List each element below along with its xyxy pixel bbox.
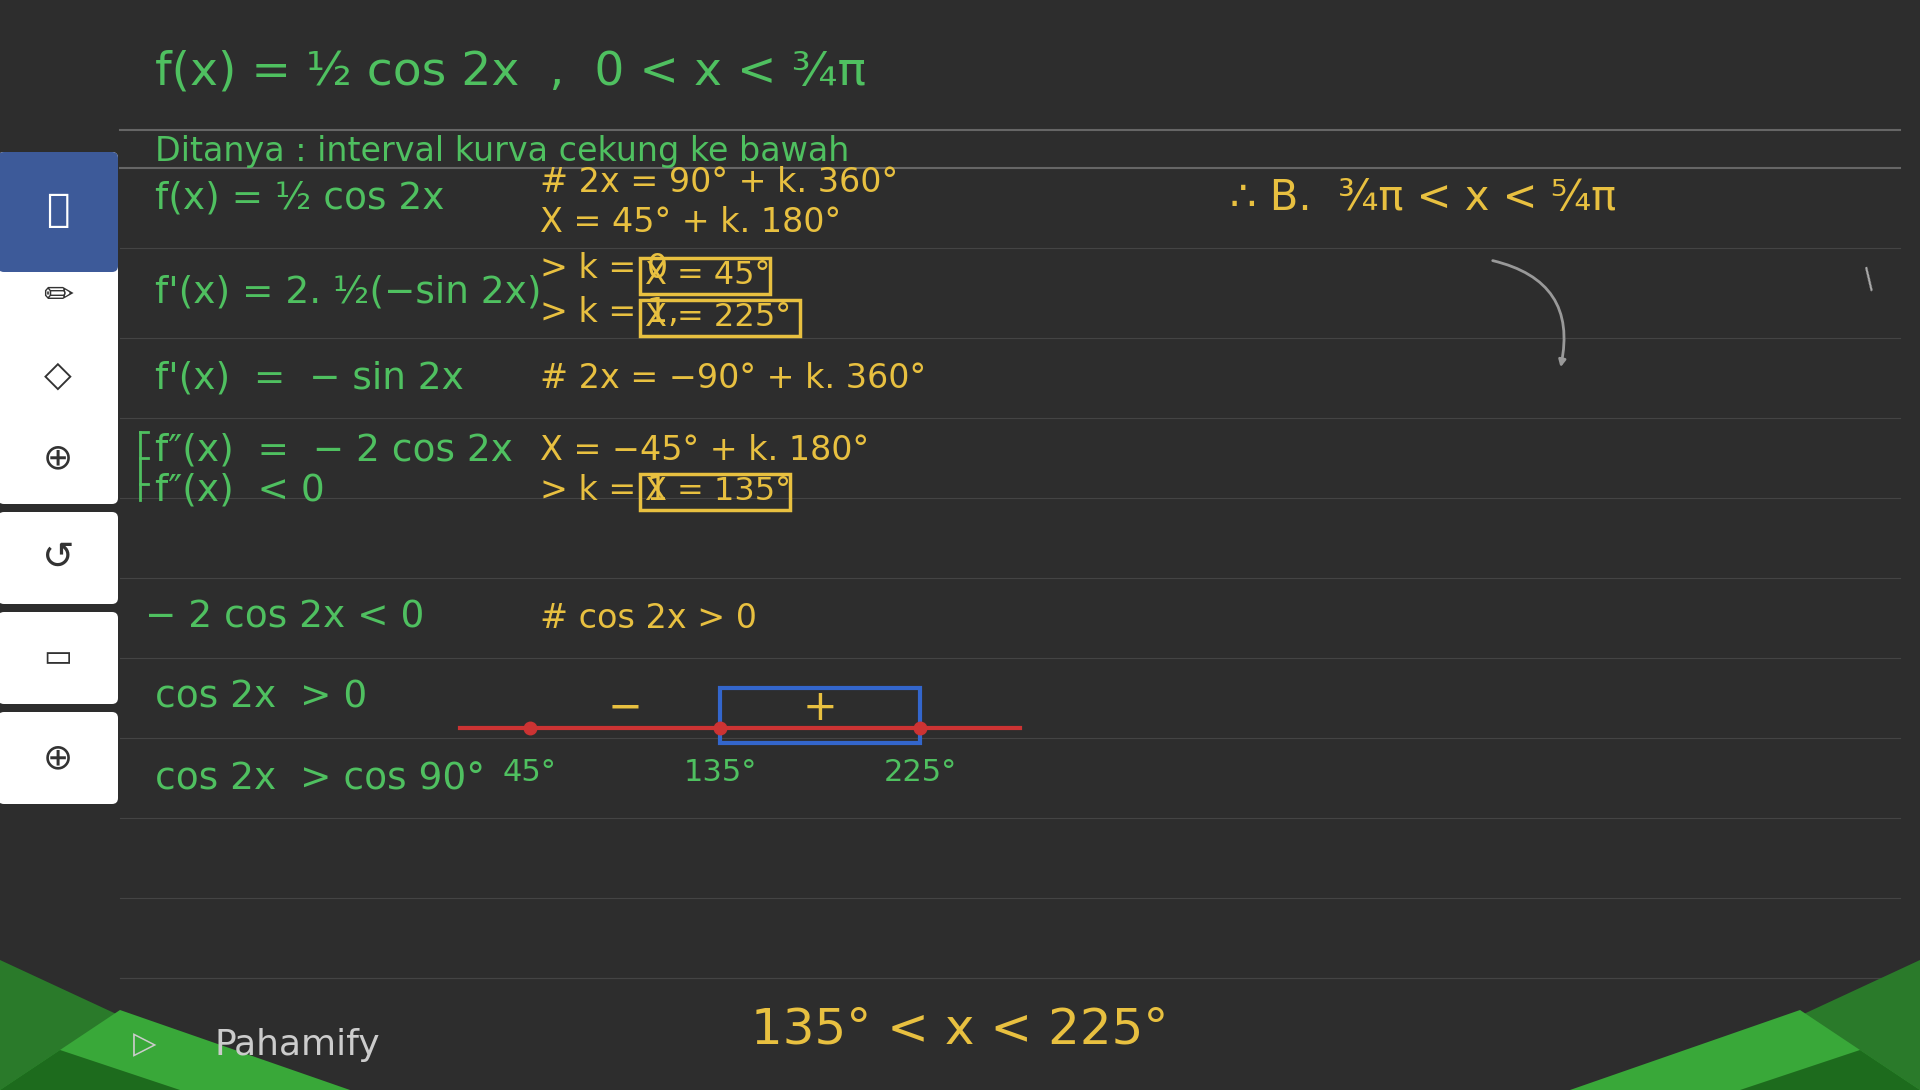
Text: # 2x = −90° + k. 360°: # 2x = −90° + k. 360°	[540, 362, 925, 395]
Bar	[639, 258, 770, 294]
Text: +: +	[803, 687, 837, 729]
Text: > k = 1,: > k = 1,	[540, 296, 680, 329]
Text: f(x) = ½ cos 2x: f(x) = ½ cos 2x	[156, 180, 445, 216]
Text: −: −	[607, 687, 643, 729]
Text: ◇: ◇	[44, 359, 71, 393]
Text: 45°: 45°	[503, 758, 557, 787]
Text: cos 2x  > cos 90°: cos 2x > cos 90°	[156, 762, 486, 798]
Text: cos 2x  > 0: cos 2x > 0	[156, 680, 367, 716]
Text: f(x) = ½ cos 2x  ,  0 < x < ¾π: f(x) = ½ cos 2x , 0 < x < ¾π	[156, 49, 866, 95]
Text: − 2 cos 2x < 0: − 2 cos 2x < 0	[146, 600, 424, 635]
Text: f'(x) = 2. ½(−sin 2x): f'(x) = 2. ½(−sin 2x)	[156, 275, 541, 311]
Polygon shape	[1571, 1010, 1920, 1090]
Text: ↺: ↺	[42, 538, 75, 577]
Text: ✋: ✋	[46, 191, 69, 229]
Text: ▷: ▷	[132, 1030, 157, 1059]
Text: ⊕: ⊕	[42, 441, 73, 475]
Text: X = 225°: X = 225°	[645, 303, 791, 334]
Text: X = 135°: X = 135°	[645, 476, 791, 508]
Text: 225°: 225°	[883, 758, 956, 787]
Text: ∴ B.  ¾π < x < ⁵⁄₄π: ∴ B. ¾π < x < ⁵⁄₄π	[1231, 177, 1617, 219]
Text: Pahamify: Pahamify	[215, 1028, 380, 1062]
Text: > k = 1: > k = 1	[540, 473, 668, 507]
Text: X = 45°: X = 45°	[645, 261, 770, 291]
FancyBboxPatch shape	[0, 712, 117, 804]
FancyBboxPatch shape	[0, 611, 117, 704]
Text: f″(x)  < 0: f″(x) < 0	[156, 472, 324, 508]
Text: X = −45° + k. 180°: X = −45° + k. 180°	[540, 434, 870, 467]
Text: 135°: 135°	[684, 758, 756, 787]
Text: ✏: ✏	[42, 279, 73, 313]
Text: > k = 0: > k = 0	[540, 252, 668, 284]
FancyBboxPatch shape	[0, 512, 117, 604]
Text: 135° < x < 225°: 135° < x < 225°	[751, 1006, 1169, 1054]
FancyBboxPatch shape	[0, 152, 117, 504]
Polygon shape	[0, 960, 280, 1090]
Text: /: /	[1859, 266, 1882, 294]
Text: Ditanya : interval kurva cekung ke bawah: Ditanya : interval kurva cekung ke bawah	[156, 135, 849, 169]
Polygon shape	[1640, 960, 1920, 1090]
Text: ▭: ▭	[44, 643, 73, 673]
Text: # 2x = 90° + k. 360°: # 2x = 90° + k. 360°	[540, 167, 899, 199]
FancyBboxPatch shape	[0, 152, 117, 272]
Text: f'(x)  =  − sin 2x: f'(x) = − sin 2x	[156, 360, 465, 396]
Polygon shape	[1740, 1050, 1920, 1090]
Bar	[639, 300, 801, 336]
Text: X = 45° + k. 180°: X = 45° + k. 180°	[540, 206, 841, 240]
Bar	[639, 474, 789, 510]
Text: # cos 2x > 0: # cos 2x > 0	[540, 602, 756, 634]
Text: f″(x)  =  − 2 cos 2x: f″(x) = − 2 cos 2x	[156, 432, 513, 468]
Polygon shape	[0, 1010, 349, 1090]
Bar	[720, 688, 920, 743]
Text: ⊕: ⊕	[42, 741, 73, 775]
Polygon shape	[0, 1050, 180, 1090]
